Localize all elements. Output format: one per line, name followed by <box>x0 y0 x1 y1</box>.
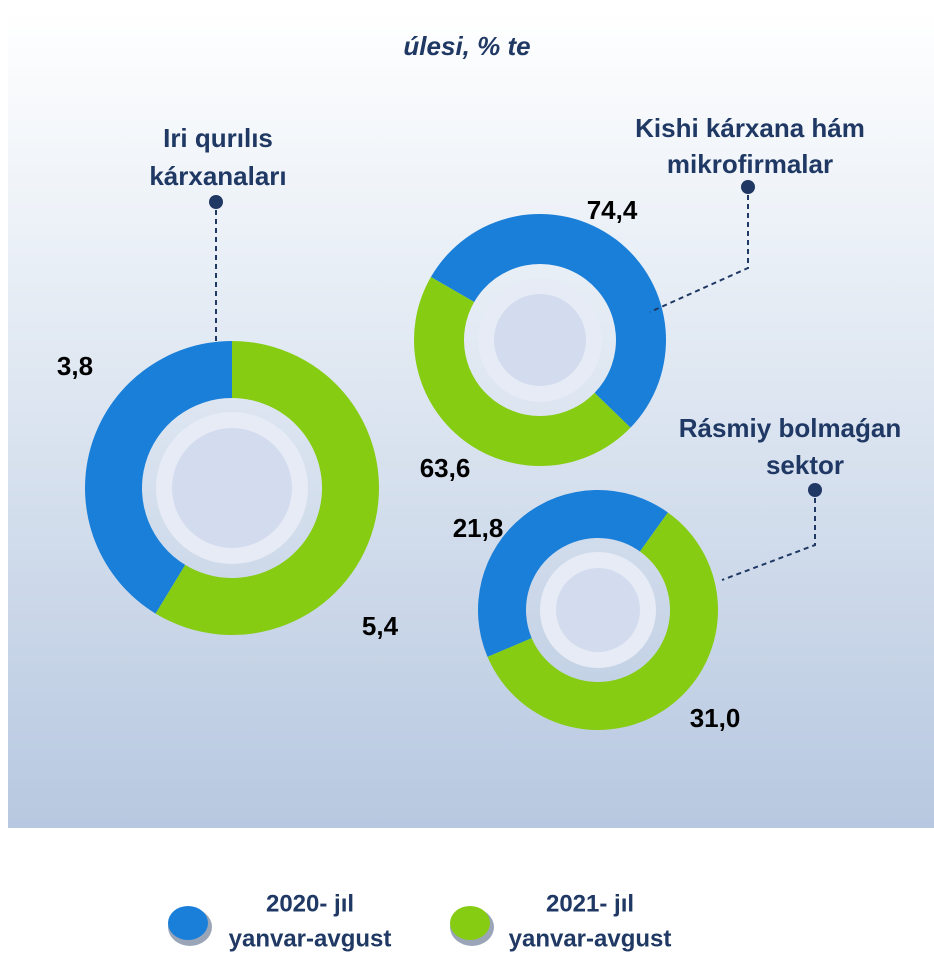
legend-label: 2020- jıl <box>266 890 354 917</box>
donut-title: kárxanaları <box>149 161 286 191</box>
donut-title: Kishi kárxana hám <box>635 113 865 143</box>
donut-slice <box>430 213 667 428</box>
value-label: 21,8 <box>453 513 504 543</box>
leader-line <box>649 195 749 313</box>
value-label: 3,8 <box>57 351 93 381</box>
value-label: 74,4 <box>587 195 638 225</box>
icon-plate-inner <box>172 428 292 548</box>
donut-title: Iri qurılıs <box>163 123 273 153</box>
value-label: 5,4 <box>362 611 399 641</box>
icon-plate-inner <box>494 294 586 386</box>
leader-dot <box>808 483 822 497</box>
donut-slice <box>478 489 668 657</box>
donut-slice <box>155 341 379 635</box>
donut-slice <box>85 341 233 614</box>
leader-line <box>721 498 816 581</box>
legend-swatch <box>450 906 490 940</box>
value-label: 31,0 <box>690 703 741 733</box>
legend-label: yanvar-avgust <box>229 925 392 952</box>
donut-slice <box>487 512 718 730</box>
icon-plate-inner <box>556 568 640 652</box>
donut-title: Rásmiy bolmaǵan <box>679 413 902 443</box>
donut-title: mikrofirmalar <box>667 149 833 179</box>
legend-swatch <box>168 906 208 940</box>
leader-dot <box>209 195 223 209</box>
leader-dot <box>741 180 755 194</box>
subtitle: úlesi, % te <box>403 31 530 61</box>
donut-slice <box>414 277 631 466</box>
legend-label: 2021- jıl <box>546 890 634 917</box>
value-label: 63,6 <box>420 453 471 483</box>
legend-label: yanvar-avgust <box>509 925 672 952</box>
donut-title: sektor <box>766 450 844 480</box>
